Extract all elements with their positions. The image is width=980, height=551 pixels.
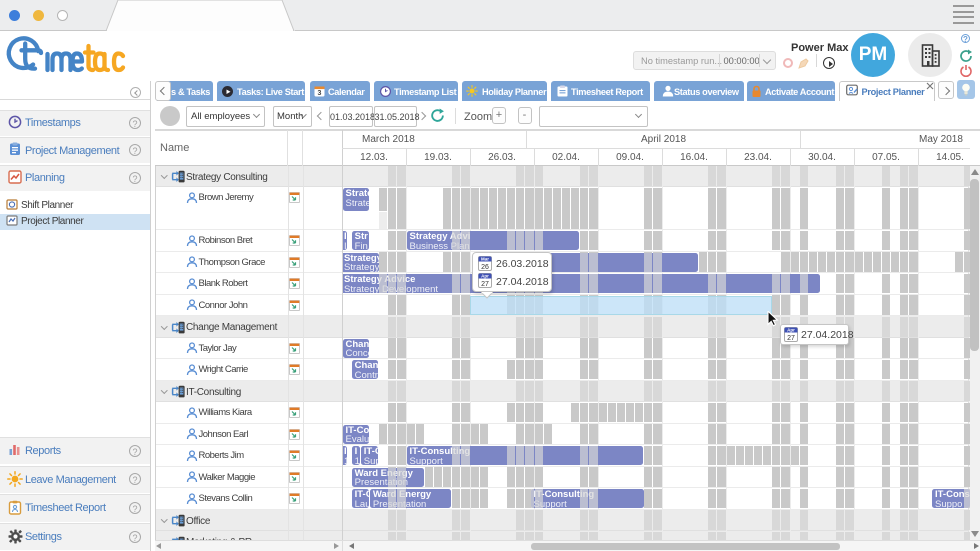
svg-text:3: 3	[318, 90, 322, 97]
svg-text:26: 26	[481, 263, 489, 270]
svg-text:Apr: Apr	[787, 328, 795, 333]
svg-text:27: 27	[787, 335, 795, 342]
svg-text:Apr: Apr	[481, 274, 489, 279]
svg-text:27: 27	[481, 281, 489, 288]
svg-text:Mar: Mar	[480, 256, 488, 261]
